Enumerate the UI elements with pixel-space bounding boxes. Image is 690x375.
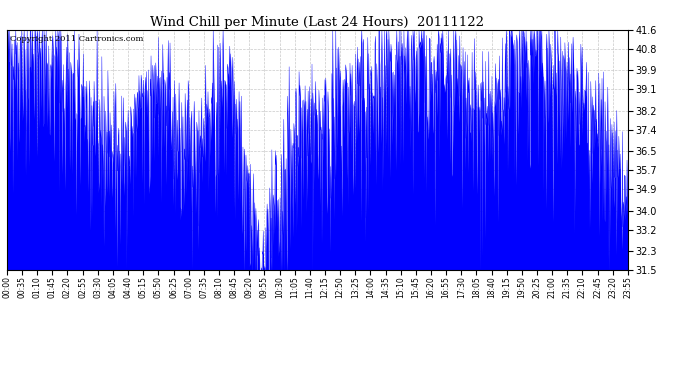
Text: Copyright 2011 Cartronics.com: Copyright 2011 Cartronics.com (10, 35, 144, 43)
Title: Wind Chill per Minute (Last 24 Hours)  20111122: Wind Chill per Minute (Last 24 Hours) 20… (150, 16, 484, 29)
